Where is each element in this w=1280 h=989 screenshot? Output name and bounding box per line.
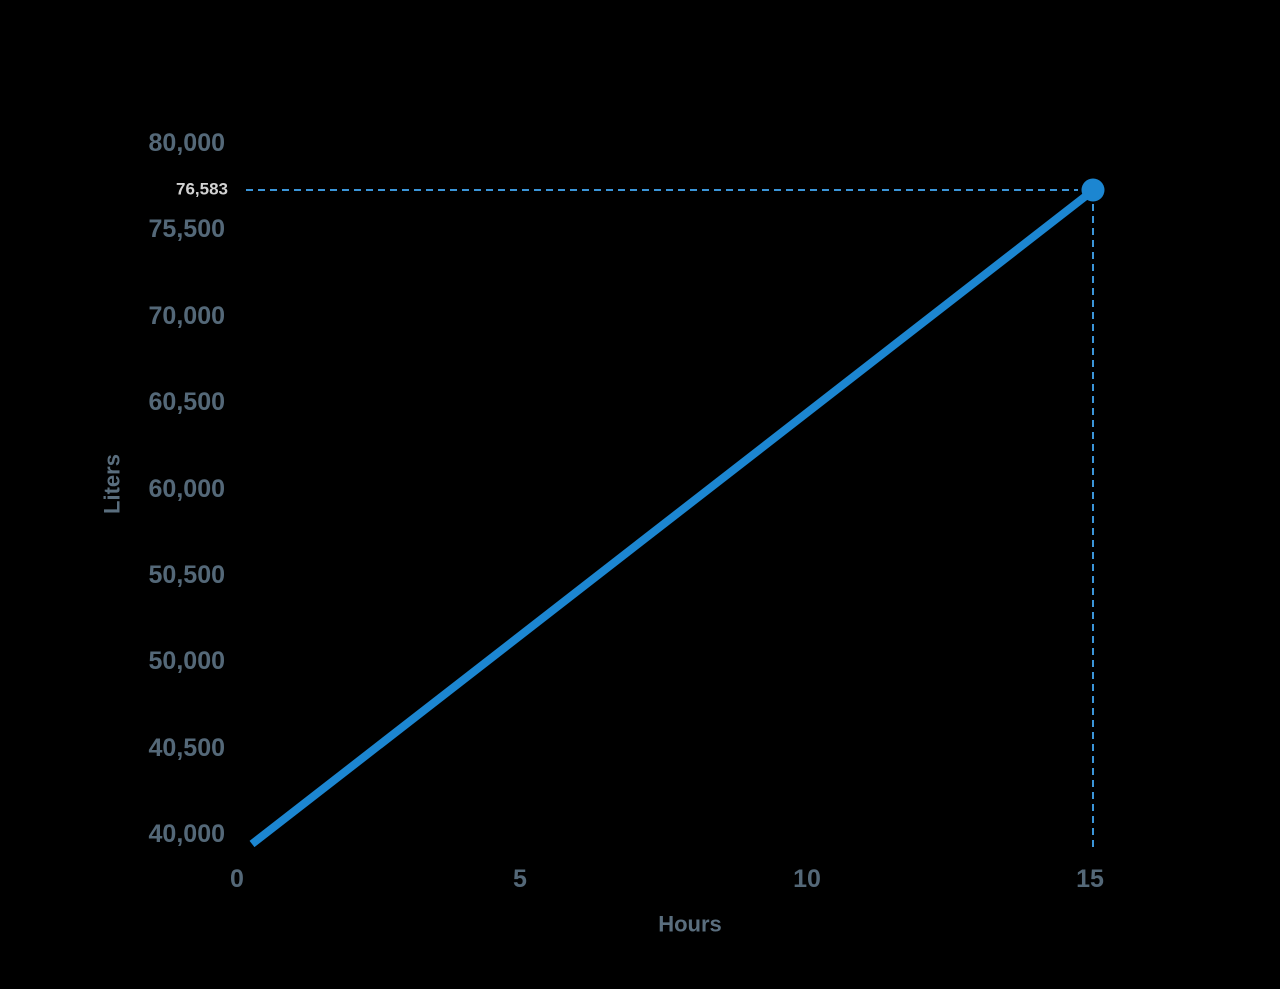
- y-tick-label: 60,500: [149, 388, 225, 416]
- x-tick-label: 10: [793, 865, 821, 893]
- y-tick-label: 50,500: [149, 561, 225, 589]
- data-point-marker: [1081, 178, 1105, 202]
- x-axis-title: Hours: [658, 912, 722, 937]
- y-tick-label: 60,000: [149, 475, 225, 503]
- x-tick-label: 0: [230, 865, 244, 893]
- x-tick-label: 5: [513, 865, 527, 893]
- x-tick-label: 15: [1076, 865, 1104, 893]
- y-tick-label: 40,500: [149, 734, 225, 762]
- point-value-label: 76,583: [176, 180, 228, 199]
- y-tick-label: 70,000: [149, 302, 225, 330]
- y-tick-label: 80,000: [149, 129, 225, 157]
- y-tick-label: 40,000: [149, 820, 225, 848]
- y-axis-title: Liters: [100, 454, 125, 514]
- data-series-line: [249, 188, 1094, 848]
- y-tick-label: 75,500: [149, 215, 225, 243]
- y-tick-label: 50,000: [149, 647, 225, 675]
